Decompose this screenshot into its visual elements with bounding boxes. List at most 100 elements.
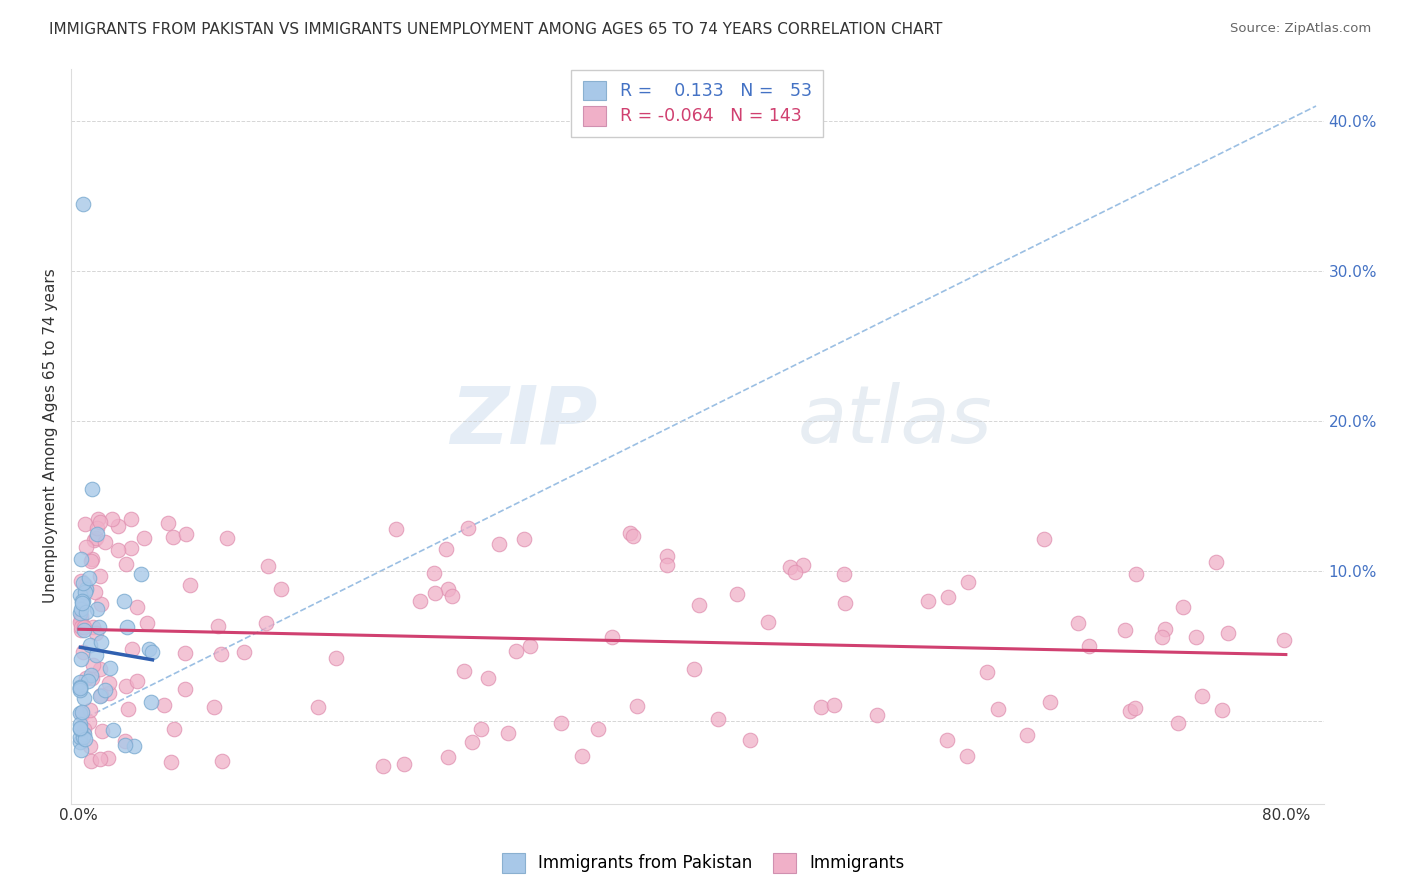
Point [69,588,91,602]
Point [69,620,91,634]
Point [77,715,100,730]
Point [79,638,101,652]
Point [69,735,91,749]
Point [72,596,94,610]
Point [69,674,91,689]
Point [233,645,256,659]
Point [571,748,593,763]
Point [89,569,111,583]
Point [73,585,96,599]
Point [82,658,104,673]
Point [73,722,96,736]
Point [75,605,97,619]
Point [80,554,103,568]
Point [823,698,845,712]
Point [112,593,135,607]
Point [496,726,519,740]
Point [394,757,416,772]
Point [217,531,239,545]
Point [1272,633,1295,648]
Point [1211,703,1233,717]
Point [470,722,492,736]
Point [73,577,96,591]
Point [423,566,446,581]
Point [97,675,120,690]
Point [72,196,94,211]
Point [270,582,292,597]
Point [69,706,91,720]
Point [69,683,91,698]
Point [738,733,761,747]
Point [207,619,229,633]
Point [69,680,91,694]
Point [373,758,395,772]
Point [97,686,120,700]
Point [114,734,136,748]
Point [70,743,93,757]
Point [325,651,347,665]
Point [97,750,120,764]
Point [70,652,93,666]
Point [254,616,277,631]
Point [1218,626,1240,640]
Point [114,738,136,752]
Point [84,648,107,662]
Point [82,671,104,685]
Point [125,674,148,689]
Point [1167,716,1189,731]
Point [80,668,103,682]
Point [725,587,748,601]
Point [1191,690,1213,704]
Point [79,739,101,754]
Point [89,620,111,634]
Legend: Immigrants from Pakistan, Immigrants: Immigrants from Pakistan, Immigrants [495,847,911,880]
Point [86,526,108,541]
Point [72,730,94,744]
Point [89,662,111,676]
Point [89,515,111,529]
Point [72,706,94,721]
Point [434,541,457,556]
Point [138,642,160,657]
Point [120,511,142,525]
Point [1154,622,1177,636]
Point [90,634,112,648]
Point [75,672,97,686]
Point [1152,631,1174,645]
Point [72,645,94,659]
Point [488,537,510,551]
Point [75,516,97,531]
Point [1114,624,1136,638]
Point [1123,700,1146,714]
Point [107,542,129,557]
Point [1173,599,1195,614]
Point [211,754,233,768]
Point [72,706,94,720]
Text: Source: ZipAtlas.com: Source: ZipAtlas.com [1230,22,1371,36]
Point [174,527,197,541]
Point [73,620,96,634]
Point [307,699,329,714]
Point [129,567,152,582]
Point [938,590,960,604]
Point [69,623,91,637]
Point [84,531,107,545]
Point [162,530,184,544]
Point [72,575,94,590]
Point [70,609,93,624]
Point [69,681,91,695]
Point [436,750,458,764]
Point [453,665,475,679]
Point [707,712,730,726]
Point [69,730,91,744]
Point [115,620,138,634]
Point [457,520,479,534]
Point [1077,639,1099,653]
Point [783,565,806,579]
Text: IMMIGRANTS FROM PAKISTAN VS IMMIGRANTS UNEMPLOYMENT AMONG AGES 65 TO 74 YEARS CO: IMMIGRANTS FROM PAKISTAN VS IMMIGRANTS U… [49,22,942,37]
Text: ZIP: ZIP [450,383,598,460]
Point [70,613,93,627]
Point [73,727,96,741]
Point [70,551,93,566]
Point [1067,615,1090,630]
